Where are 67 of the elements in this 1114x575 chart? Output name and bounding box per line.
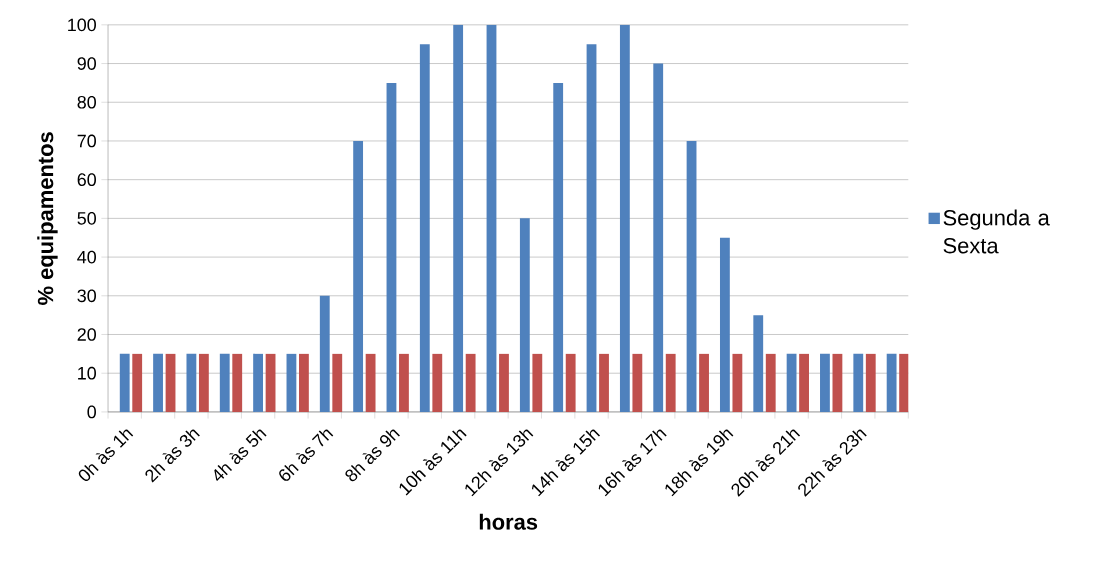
- bar: [865, 353, 876, 412]
- bar: [553, 82, 564, 412]
- y-tick-label: 30: [77, 289, 96, 303]
- bar: [219, 353, 230, 412]
- bar: [619, 24, 630, 412]
- bar: [198, 353, 209, 412]
- bar: [432, 353, 443, 412]
- bar: [232, 353, 243, 412]
- x-tick-label: 6h às 7h: [279, 429, 334, 481]
- y-tick-label: 50: [77, 212, 96, 225]
- bar: [165, 353, 176, 412]
- bar: [486, 24, 497, 412]
- bar: [353, 140, 364, 412]
- bar: [719, 237, 730, 412]
- x-tick-label: 8h às 9h: [345, 429, 400, 482]
- bar: [686, 140, 697, 412]
- bar: [565, 353, 576, 412]
- bar: [886, 353, 897, 412]
- y-tick-label: 70: [77, 134, 96, 148]
- bar: [319, 295, 330, 412]
- bar: [386, 82, 397, 412]
- bar: [665, 353, 676, 412]
- bar: [820, 353, 830, 412]
- bar: [186, 353, 197, 412]
- bar: [519, 218, 530, 412]
- bar: [699, 353, 709, 412]
- bar: [465, 353, 476, 412]
- bar: [286, 353, 297, 412]
- legend-label: Segunda a Sexta: [943, 209, 1050, 254]
- bar: [732, 353, 743, 412]
- bar: [419, 44, 430, 412]
- y-tick-label: 80: [77, 95, 96, 109]
- x-tick-label: 2h às 3h: [145, 429, 200, 483]
- x-tick-label: 4h às 5h: [214, 429, 267, 481]
- bar: [786, 353, 797, 412]
- bar: [399, 353, 409, 412]
- bar: [119, 353, 130, 412]
- x-axis-title: horas: [479, 513, 538, 530]
- bar: [899, 353, 909, 412]
- bar: [499, 353, 509, 412]
- x-tick-label: 0h às 1h: [78, 429, 134, 482]
- bar: [799, 353, 809, 412]
- bar: [832, 353, 843, 412]
- bar: [532, 353, 543, 412]
- y-tick-label: 60: [77, 173, 96, 187]
- bar: [586, 44, 597, 412]
- y-tick-label: 100: [68, 18, 96, 32]
- bar: [265, 353, 276, 412]
- bar: [299, 353, 309, 412]
- bar: [853, 353, 864, 412]
- y-tick-label: 0: [87, 405, 96, 419]
- bar: [153, 353, 163, 412]
- bar: [332, 353, 343, 412]
- bar: [365, 353, 376, 412]
- bar: [253, 353, 263, 412]
- y-tick-label: 10: [78, 366, 96, 380]
- bar: [753, 315, 764, 412]
- bar: [453, 24, 464, 412]
- bar: [132, 353, 143, 412]
- y-tick-label: 90: [77, 57, 96, 70]
- bar: [632, 353, 643, 412]
- bar: [653, 63, 664, 412]
- bar: [765, 353, 776, 412]
- y-tick-label: 40: [77, 250, 96, 264]
- y-axis-title: % equipamentos: [37, 132, 58, 305]
- y-tick-label: 20: [77, 328, 96, 341]
- bar: [599, 353, 609, 412]
